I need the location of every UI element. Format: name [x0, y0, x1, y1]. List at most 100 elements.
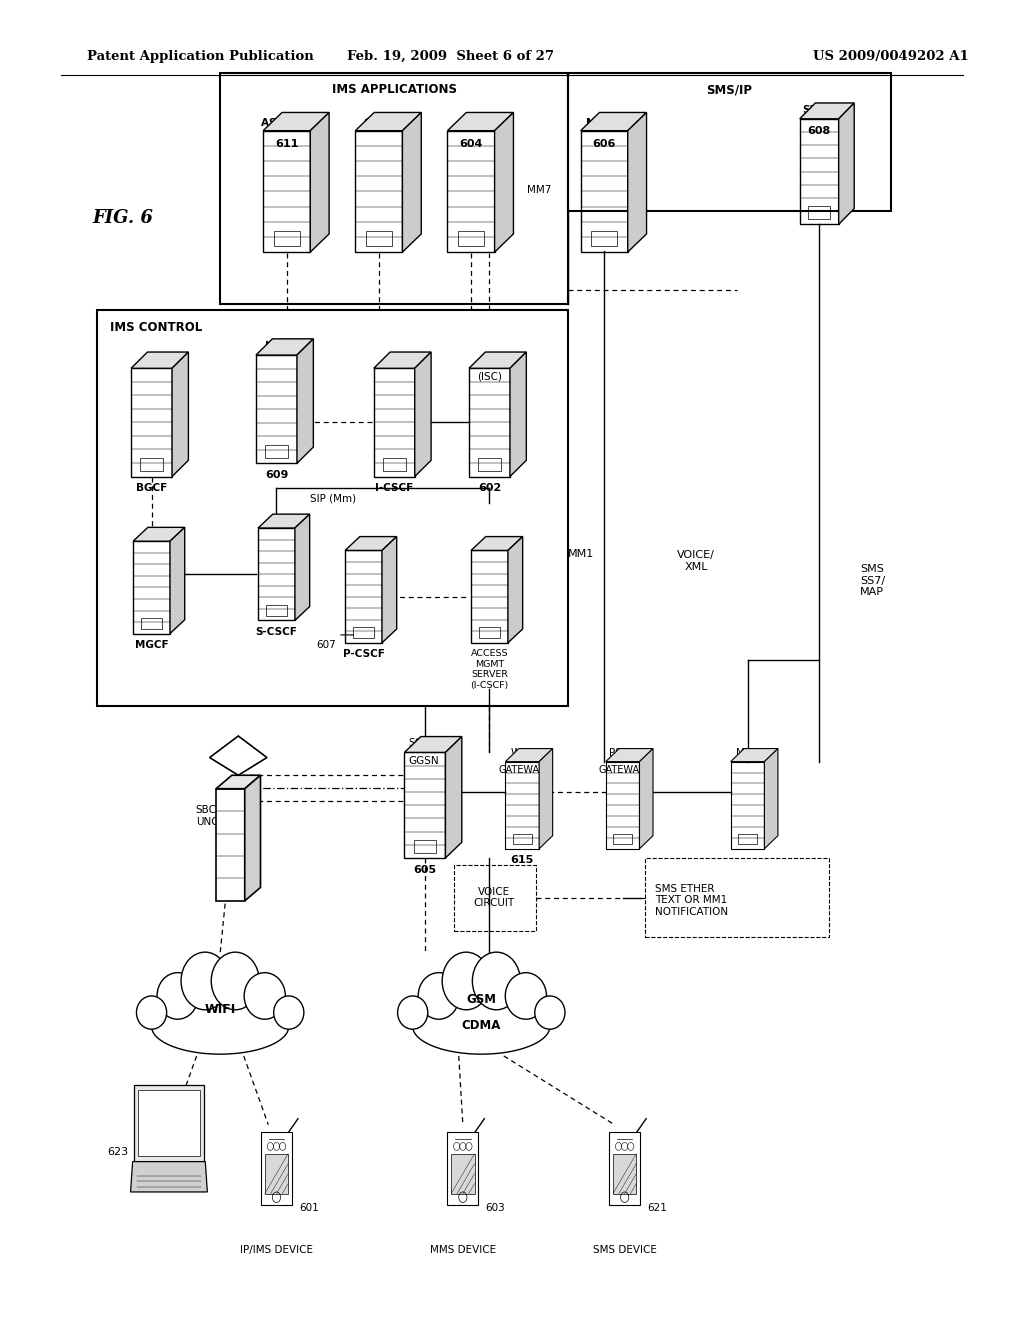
- Text: SMSC: SMSC: [803, 104, 836, 115]
- Text: WAP: WAP: [511, 747, 534, 758]
- Polygon shape: [256, 339, 313, 355]
- Polygon shape: [172, 352, 188, 477]
- Polygon shape: [263, 112, 329, 131]
- Text: SMS ETHER
TEXT OR MM1
NOTIFICATION: SMS ETHER TEXT OR MM1 NOTIFICATION: [655, 883, 728, 917]
- Text: SBC/
UNC: SBC/ UNC: [196, 805, 220, 826]
- Text: AS (PoC): AS (PoC): [261, 117, 312, 128]
- Text: 623: 623: [106, 1147, 128, 1158]
- Text: 603: 603: [485, 1203, 505, 1213]
- Text: AS: AS: [463, 117, 479, 128]
- Polygon shape: [609, 1131, 640, 1204]
- Text: 605: 605: [414, 865, 436, 875]
- Text: 608: 608: [808, 125, 830, 136]
- Polygon shape: [539, 748, 553, 849]
- Polygon shape: [415, 352, 431, 477]
- Text: 601: 601: [299, 1203, 318, 1213]
- Text: GATEWAY: GATEWAY: [498, 764, 545, 775]
- Polygon shape: [639, 748, 653, 849]
- Polygon shape: [628, 112, 646, 252]
- Text: ACCESS
MGMT
SERVER
(I-CSCF): ACCESS MGMT SERVER (I-CSCF): [470, 649, 509, 689]
- Polygon shape: [170, 527, 184, 634]
- Polygon shape: [216, 788, 245, 900]
- Text: GSM: GSM: [466, 993, 497, 1006]
- Polygon shape: [210, 737, 267, 775]
- Text: 606: 606: [593, 139, 615, 149]
- Polygon shape: [258, 515, 309, 528]
- Ellipse shape: [535, 995, 565, 1030]
- Ellipse shape: [181, 952, 229, 1010]
- Text: Feb. 19, 2009  Sheet 6 of 27: Feb. 19, 2009 Sheet 6 of 27: [347, 50, 554, 63]
- Text: BGCF: BGCF: [136, 483, 167, 494]
- Ellipse shape: [397, 995, 428, 1030]
- Text: 615: 615: [511, 855, 534, 866]
- Text: WIFI: WIFI: [205, 1003, 236, 1016]
- Ellipse shape: [273, 995, 304, 1030]
- Polygon shape: [261, 1131, 292, 1204]
- Polygon shape: [374, 352, 431, 368]
- Polygon shape: [131, 352, 188, 368]
- Polygon shape: [404, 737, 462, 752]
- Polygon shape: [216, 775, 260, 788]
- Text: I-CSCF: I-CSCF: [375, 483, 414, 494]
- Polygon shape: [382, 536, 396, 643]
- Text: FIG. 6: FIG. 6: [92, 209, 153, 227]
- Text: 609: 609: [265, 470, 288, 480]
- Polygon shape: [138, 1090, 200, 1156]
- Polygon shape: [581, 112, 646, 131]
- Polygon shape: [508, 536, 522, 643]
- Text: SMS/IP: SMS/IP: [707, 83, 753, 96]
- Polygon shape: [606, 748, 653, 762]
- Polygon shape: [447, 1131, 478, 1204]
- Text: 611: 611: [275, 139, 298, 149]
- Polygon shape: [245, 775, 260, 900]
- Polygon shape: [447, 112, 513, 131]
- Polygon shape: [839, 103, 854, 224]
- Text: (ISC): (ISC): [477, 371, 502, 381]
- Polygon shape: [445, 737, 462, 858]
- Polygon shape: [265, 1154, 288, 1193]
- Polygon shape: [469, 352, 526, 368]
- Text: MM7: MM7: [527, 185, 552, 195]
- Text: VOICE
CIRCUIT: VOICE CIRCUIT: [473, 887, 514, 908]
- Ellipse shape: [157, 973, 199, 1019]
- Ellipse shape: [442, 952, 490, 1010]
- Text: SMS DEVICE: SMS DEVICE: [593, 1245, 656, 1255]
- Text: GGSN: GGSN: [409, 755, 439, 766]
- Polygon shape: [402, 112, 421, 252]
- Polygon shape: [731, 748, 778, 762]
- Polygon shape: [764, 748, 778, 849]
- Polygon shape: [295, 515, 309, 620]
- Text: HSS: HSS: [265, 341, 288, 351]
- Text: S-CSCF: S-CSCF: [256, 627, 297, 638]
- Text: US 2009/0049202 A1: US 2009/0049202 A1: [813, 50, 969, 63]
- Polygon shape: [131, 1162, 207, 1192]
- Text: PSTN: PSTN: [609, 747, 636, 758]
- Ellipse shape: [418, 973, 460, 1019]
- Polygon shape: [310, 112, 329, 252]
- Polygon shape: [355, 112, 421, 131]
- Text: IMS CONTROL: IMS CONTROL: [110, 321, 202, 334]
- Text: 602: 602: [478, 483, 501, 494]
- Polygon shape: [495, 112, 513, 252]
- Text: SIP: SIP: [480, 354, 499, 364]
- Text: GATEWAY: GATEWAY: [598, 764, 645, 775]
- Text: IP/IMS DEVICE: IP/IMS DEVICE: [240, 1245, 313, 1255]
- Polygon shape: [297, 339, 313, 463]
- Ellipse shape: [211, 952, 259, 1010]
- Text: CCCF: CCCF: [364, 117, 394, 128]
- Ellipse shape: [244, 973, 286, 1019]
- Text: 621: 621: [647, 1203, 667, 1213]
- Ellipse shape: [136, 995, 167, 1030]
- Polygon shape: [345, 536, 396, 550]
- Text: P-CSCF: P-CSCF: [343, 649, 384, 660]
- Text: CDMA: CDMA: [462, 1019, 501, 1032]
- Text: 607: 607: [316, 640, 336, 651]
- Polygon shape: [133, 527, 184, 541]
- Polygon shape: [471, 536, 522, 550]
- Text: SGSN/: SGSN/: [409, 738, 441, 748]
- Text: Patent Application Publication: Patent Application Publication: [87, 50, 313, 63]
- Text: IMS APPLICATIONS: IMS APPLICATIONS: [332, 83, 457, 96]
- Polygon shape: [134, 1085, 204, 1162]
- Polygon shape: [452, 1154, 474, 1193]
- Ellipse shape: [505, 973, 547, 1019]
